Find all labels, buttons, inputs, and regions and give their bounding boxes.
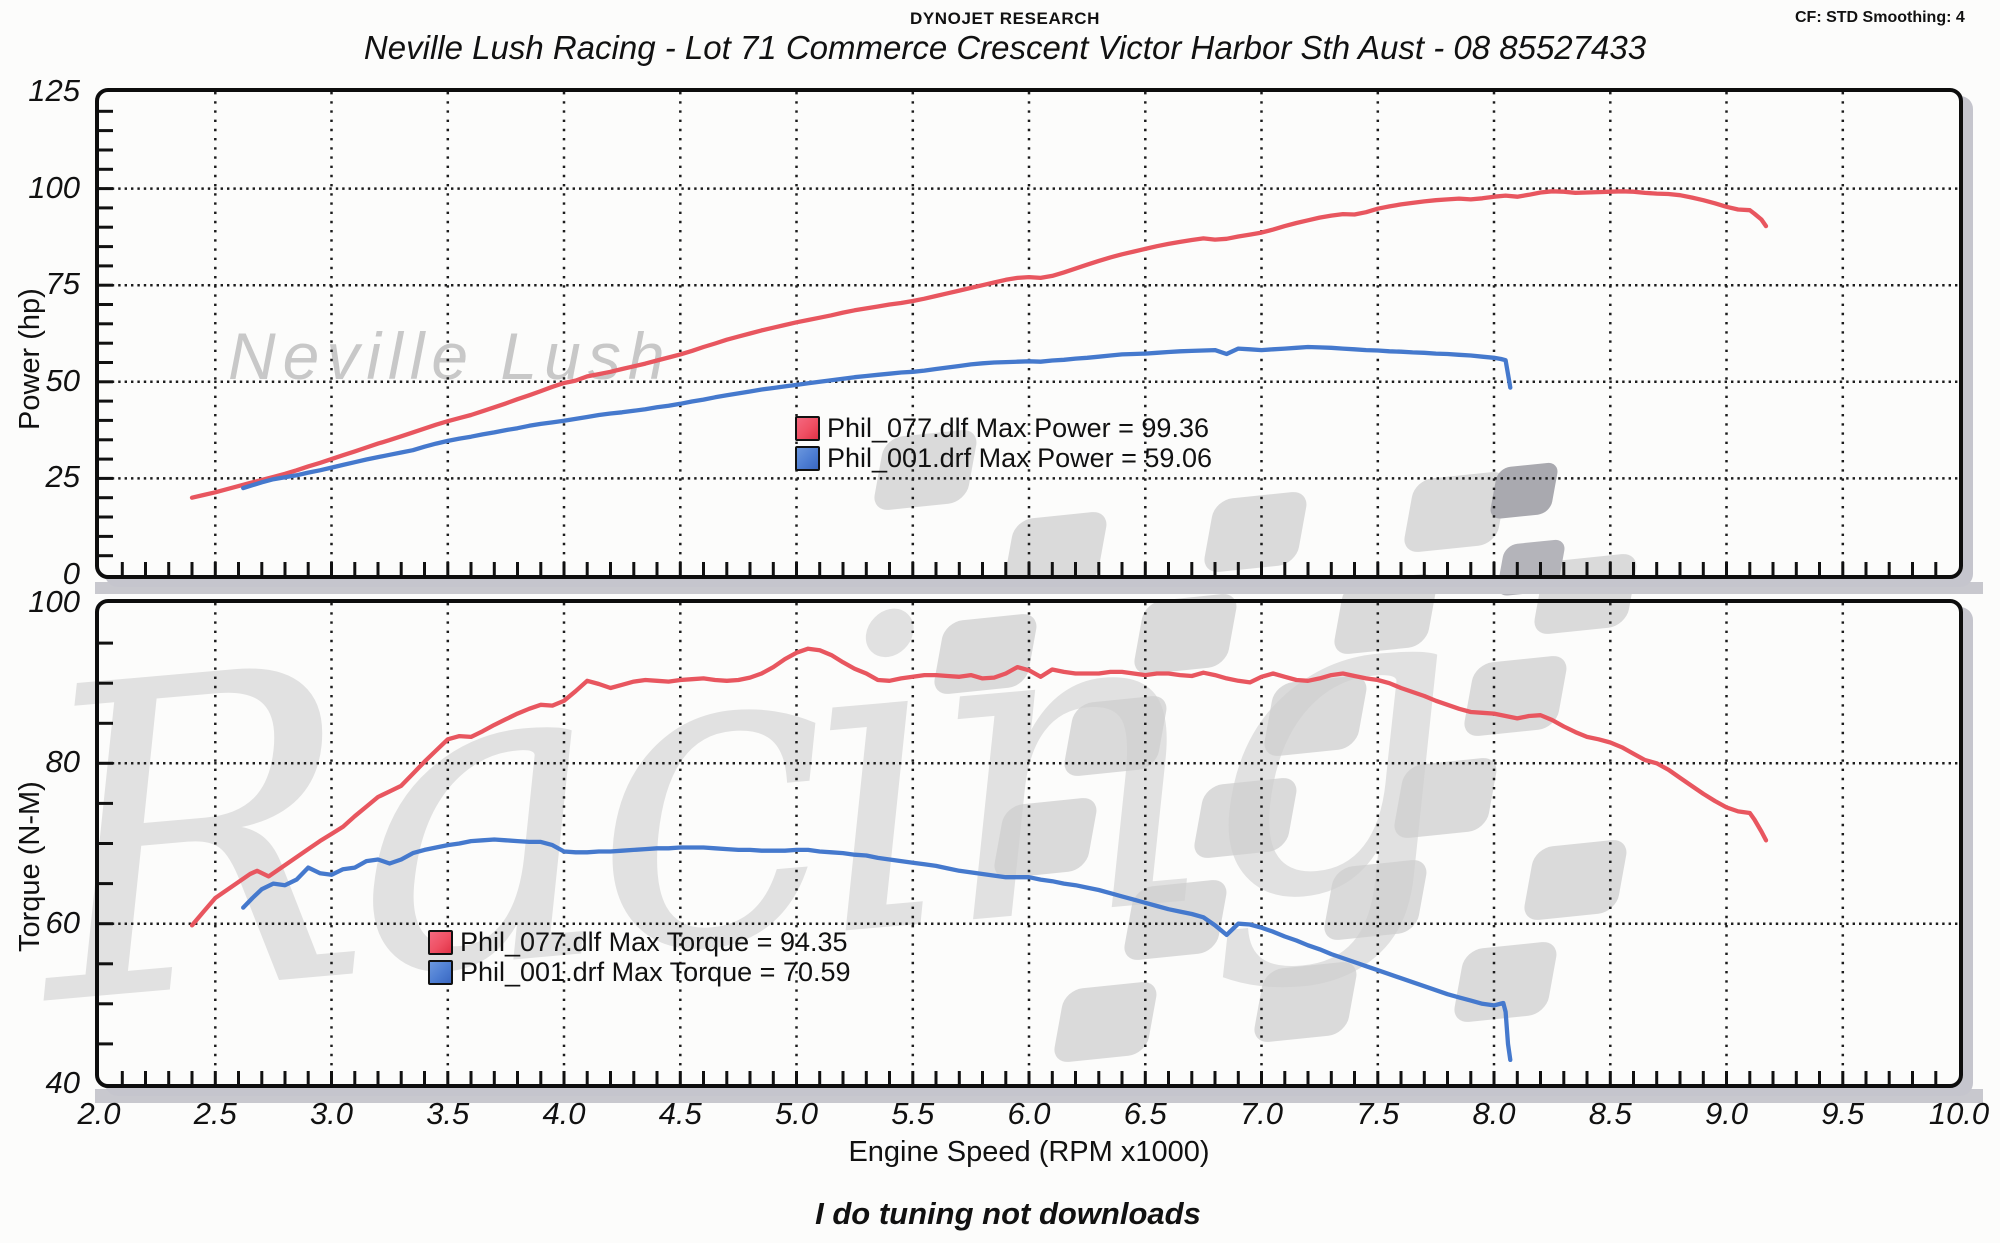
x-tick-label: 10.0 [1928,1096,1990,1131]
checkered-flag-watermark [874,430,1637,1062]
power-legend: Phil_077.dlf Max Power = 99.36 Phil_001.… [795,413,1212,473]
torque-legend: Phil_077.dlf Max Torque = 94.35 Phil_001… [428,927,851,987]
legend-row: Phil_001.drf Max Torque = 70.59 [428,957,851,987]
power-y-tick-label: 75 [45,266,80,302]
power-y-tick-label: 125 [28,73,80,108]
torque-chart-frame [95,599,1963,1088]
red-series-swatch-icon [428,929,453,955]
power-gridlines [99,92,1959,575]
power-chart-plot [99,92,1959,575]
legend-row: Phil_077.dlf Max Torque = 94.35 [428,927,851,957]
x-tick-label: 4.5 [658,1096,702,1131]
x-tick-label: 6.5 [1123,1096,1167,1131]
torque-gridlines [99,603,1959,1084]
legend-label: Phil_001.drf Max Torque = 70.59 [460,956,851,987]
legend-label: Phil_077.dlf Max Torque = 94.35 [460,926,848,957]
torque-curve-blue [241,837,1513,1063]
page-title: Neville Lush Racing - Lot 71 Commerce Cr… [363,29,1647,66]
tagline: I do tuning not downloads [815,1196,1201,1231]
x-tick-label: 5.5 [891,1096,935,1131]
torque-y-tick-label: 100 [28,584,80,619]
x-tick-label: 8.0 [1472,1096,1516,1131]
power-axis-title: Power (hp) [14,288,46,430]
x-tick-label: 3.5 [426,1096,470,1131]
x-tick-label: 2.5 [193,1096,237,1131]
blue-series-swatch-icon [428,959,453,985]
scan-band-below-charts [95,1089,1983,1103]
power-y-tick-label: 100 [28,169,80,205]
x-tick-label: 7.5 [1356,1096,1400,1131]
torque-chart-plot [99,603,1959,1084]
power-chart-frame [95,88,1963,579]
torque-y-tick-label: 40 [45,1065,80,1100]
red-series-swatch-icon [795,415,820,441]
legend-row: Phil_077.dlf Max Power = 99.36 [795,413,1212,443]
legend-label: Phil_077.dlf Max Power = 99.36 [827,412,1209,443]
torque-minor-ticks [99,641,1938,1084]
blue-series-swatch-icon [795,445,820,471]
torque-y-tick-label: 60 [45,904,80,940]
x-tick-label: 3.0 [309,1096,354,1131]
x-tick-label: 9.5 [1821,1096,1865,1131]
power-y-tick-label: 50 [45,362,80,398]
x-tick-label: 5.0 [774,1096,819,1131]
power-curve-blue [241,344,1513,491]
torque-y-tick-label: 80 [45,744,80,780]
x-tick-label: 4.0 [542,1096,586,1131]
power-y-tick-label: 25 [45,459,80,495]
scan-band-between-charts [95,582,1983,594]
x-tick-label: 7.0 [1239,1096,1284,1131]
power-curve-red [189,189,1769,500]
power-minor-ticks [99,109,1938,575]
legend-label: Phil_001.drf Max Power = 59.06 [827,442,1212,473]
x-axis-title: Engine Speed (RPM x1000) [848,1136,1210,1168]
torque-curve-red [189,646,1769,928]
x-tick-label: 9.0 [1704,1096,1749,1131]
correction-smoothing-note: CF: STD Smoothing: 4 [1795,9,1965,26]
x-tick-label: 6.0 [1007,1096,1051,1131]
legend-row: Phil_001.drf Max Power = 59.06 [795,443,1212,473]
x-tick-label: 2.0 [77,1096,121,1131]
power-y-tick-label: 0 [62,556,80,591]
x-tick-label: 8.5 [1588,1096,1632,1131]
brand-header: DYNOJET RESEARCH [909,9,1101,28]
